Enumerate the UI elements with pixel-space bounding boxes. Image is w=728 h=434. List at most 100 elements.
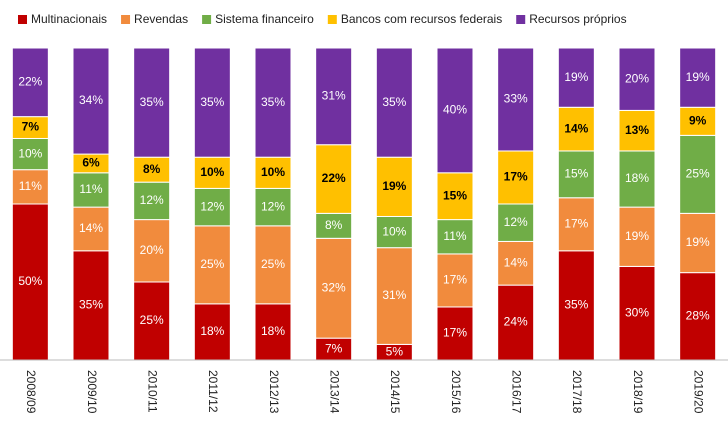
bar-segment — [679, 47, 717, 108]
value-label: 33% — [504, 92, 528, 106]
bar-segment — [557, 47, 595, 108]
value-label: 22% — [18, 74, 42, 88]
legend-swatch — [327, 15, 337, 24]
value-label: 10% — [200, 165, 224, 179]
legend-label: Revendas — [134, 12, 188, 26]
value-label: 35% — [261, 95, 285, 109]
value-label: 25% — [200, 257, 224, 271]
legend-swatch — [121, 15, 131, 24]
x-tick-label: 2010/11 — [145, 370, 159, 413]
value-label: 30% — [625, 305, 649, 319]
value-label: 12% — [261, 199, 285, 213]
value-label: 12% — [504, 215, 528, 229]
bar-segment — [436, 219, 474, 255]
value-label: 5% — [386, 344, 404, 358]
bar-segment — [375, 215, 413, 249]
x-tick-label: 2014/15 — [388, 370, 402, 414]
value-label: 18% — [625, 171, 649, 185]
value-label: 25% — [686, 167, 710, 181]
bar-segment — [315, 237, 353, 339]
value-label: 34% — [79, 93, 103, 107]
bar-segment — [133, 181, 171, 221]
x-tick-label: 2016/17 — [509, 370, 523, 414]
bar-segment — [557, 106, 595, 152]
bar-segment — [618, 47, 656, 111]
value-label: 6% — [82, 156, 100, 170]
bar-segment — [557, 150, 595, 199]
legend-swatch — [18, 15, 27, 24]
x-tick-label: 2013/14 — [327, 370, 341, 414]
value-label: 15% — [564, 167, 588, 181]
value-label: 19% — [686, 235, 710, 249]
value-label: 9% — [689, 113, 707, 127]
value-label: 28% — [686, 308, 710, 322]
value-label: 17% — [443, 273, 467, 287]
value-label: 17% — [504, 170, 528, 184]
value-label: 10% — [382, 224, 406, 238]
bar-segment — [315, 47, 353, 146]
value-label: 19% — [382, 179, 406, 193]
value-label: 25% — [140, 313, 164, 327]
value-label: 7% — [22, 120, 40, 134]
x-tick-label: 2011/12 — [206, 370, 220, 413]
legend-swatch — [202, 15, 212, 24]
value-label: 35% — [382, 95, 406, 109]
x-tick-label: 2019/20 — [691, 370, 705, 414]
bar-segment — [618, 150, 656, 208]
value-label: 10% — [18, 146, 42, 160]
value-label: 8% — [325, 218, 343, 232]
x-tick-label: 2012/13 — [267, 370, 281, 414]
value-label: 20% — [625, 71, 649, 85]
bar-segment — [193, 225, 231, 305]
bar-segment — [436, 306, 474, 361]
bar-segment — [375, 156, 413, 217]
bar-segment — [133, 47, 171, 158]
bar-segment — [375, 47, 413, 158]
bar-segment — [11, 169, 49, 205]
bar-segment — [193, 303, 231, 361]
bar-segment — [679, 212, 717, 274]
x-tick-label: 2018/19 — [631, 370, 645, 414]
value-label: 35% — [564, 298, 588, 312]
bar-segment — [72, 172, 110, 208]
bar-segment — [497, 150, 535, 205]
bar-segment — [497, 284, 535, 361]
value-label: 24% — [504, 315, 528, 329]
value-label: 35% — [140, 95, 164, 109]
value-label: 15% — [443, 188, 467, 202]
legend-label: Recursos próprios — [529, 12, 626, 26]
bar-segment — [679, 134, 717, 214]
value-label: 35% — [79, 298, 103, 312]
bar-segment — [618, 109, 656, 152]
bar-segment — [497, 203, 535, 242]
legend-label: Multinacionais — [31, 12, 107, 26]
value-label: 14% — [564, 121, 588, 135]
value-label: 11% — [79, 182, 102, 196]
value-label: 14% — [79, 221, 103, 235]
bar-segment — [557, 250, 595, 361]
value-label: 40% — [443, 103, 467, 117]
bar-segment — [497, 47, 535, 152]
x-tick-label: 2009/10 — [85, 370, 99, 414]
value-label: 18% — [200, 324, 224, 338]
x-tick-label: 2017/18 — [570, 370, 584, 414]
legend-label: Bancos com recursos federais — [341, 12, 502, 26]
bar-segment — [72, 47, 110, 155]
value-label: 19% — [686, 70, 710, 84]
value-label: 17% — [564, 216, 588, 230]
value-label: 31% — [382, 288, 406, 302]
value-label: 31% — [322, 89, 346, 103]
bar-segment — [254, 156, 292, 189]
value-label: 20% — [140, 243, 164, 257]
bar-segment — [436, 47, 474, 174]
legend-swatch — [516, 15, 526, 24]
value-label: 32% — [322, 280, 346, 294]
value-label: 14% — [504, 255, 528, 269]
bar-segment — [72, 206, 110, 252]
value-label: 7% — [325, 341, 343, 355]
value-label: 8% — [143, 162, 161, 176]
legend-label: Sistema financeiro — [215, 12, 314, 26]
x-tick-label: 2015/16 — [449, 370, 463, 414]
value-label: 11% — [443, 229, 466, 243]
